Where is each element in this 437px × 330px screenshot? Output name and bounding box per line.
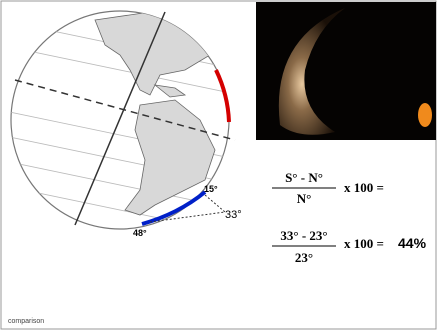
globe-label: 33° bbox=[225, 209, 242, 221]
multiplier: x 100 = bbox=[344, 180, 384, 195]
numerator: S° - N° bbox=[285, 170, 323, 185]
denominator: 23° bbox=[295, 250, 313, 265]
globe-label: 15° bbox=[204, 184, 218, 194]
numerator: 33° - 23° bbox=[280, 228, 327, 243]
page: 15° 33° 48° S° - N° N° x 100 = 33° - 23°… bbox=[0, 0, 437, 330]
photo bbox=[256, 2, 436, 140]
footer: comparison bbox=[8, 318, 44, 325]
multiplier: x 100 = bbox=[344, 236, 384, 251]
slide: 15° 33° 48° S° - N° N° x 100 = 33° - 23°… bbox=[0, 0, 437, 330]
result: 44% bbox=[398, 235, 427, 251]
denominator: N° bbox=[297, 191, 312, 206]
globe-label: 48° bbox=[133, 228, 147, 238]
